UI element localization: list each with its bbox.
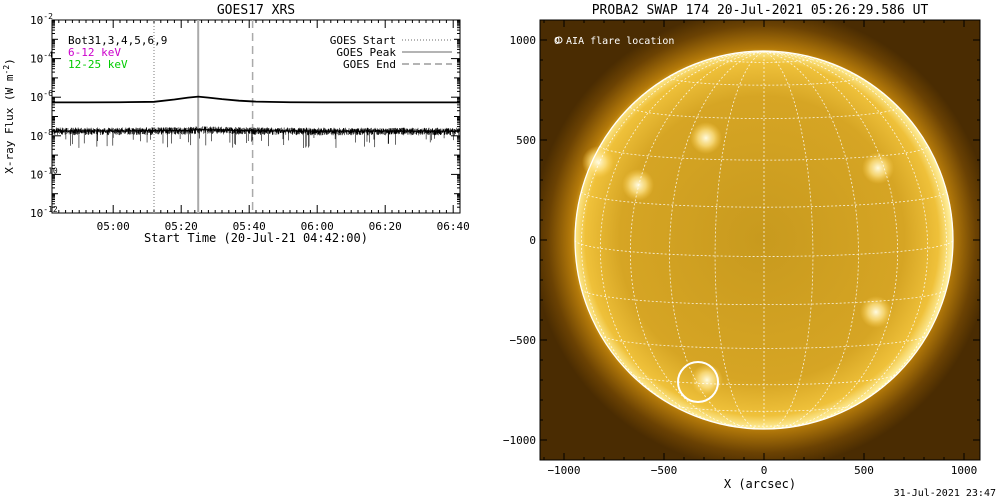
x-tick-label: 05:00	[97, 220, 130, 233]
goes-legend-entry: GOES Start	[330, 34, 396, 47]
y-tick-label: 500	[516, 134, 536, 147]
x-tick-label: 0	[761, 464, 768, 477]
image-title: PROBA2 SWAP 174 20-Jul-2021 05:26:29.586…	[592, 3, 929, 18]
flux-noise-band	[51, 126, 460, 148]
y-tick-label: 0	[529, 234, 536, 247]
y-tick-label: −1000	[503, 434, 536, 447]
grid-line	[714, 51, 765, 430]
grid-line	[581, 51, 765, 419]
goes-legend-entry: GOES Peak	[336, 46, 396, 59]
x-tick-label: 05:20	[165, 220, 198, 233]
flux-noise	[51, 126, 460, 148]
y-tick-base: 10	[30, 91, 43, 104]
grid-line	[670, 404, 858, 412]
grid-line	[763, 51, 859, 430]
y-tick-label: 10-10	[30, 166, 58, 181]
grid-line	[717, 422, 811, 427]
x-tick-label: 06:40	[437, 220, 470, 233]
x-tick-label: 500	[854, 464, 874, 477]
y-axis-label-sup: -2	[2, 65, 11, 75]
grid-line	[763, 51, 899, 429]
x-tick-label: 06:00	[301, 220, 334, 233]
grid-line	[599, 51, 765, 428]
flux-series	[52, 95, 460, 132]
y-tick-label: −500	[510, 334, 537, 347]
energy-legend-entry: Bot31,3,4,5,6,9	[68, 34, 167, 47]
y-tick-base: 10	[30, 130, 43, 143]
y-tick-label: 1000	[510, 34, 537, 47]
energy-legend-entry: 6-12 keV	[68, 46, 121, 59]
grid-line	[763, 51, 814, 430]
grid-line	[599, 145, 929, 161]
grid-line	[669, 76, 859, 86]
grid-line	[763, 51, 929, 428]
goes-markers	[153, 20, 254, 213]
axis-ticks	[51, 19, 461, 214]
flux-series-line	[52, 129, 460, 132]
x-tick-label: 06:20	[369, 220, 402, 233]
y-tick-base: 10	[30, 53, 43, 66]
image-x-axis-label: X (arcsec)	[724, 477, 796, 491]
y-tick-exponent: -8	[43, 128, 53, 137]
solar-limb	[574, 50, 954, 430]
chart-title: GOES17 XRS	[217, 3, 295, 18]
image-axis-ticks	[540, 20, 980, 460]
active-region	[622, 169, 654, 201]
y-tick-label: 10-12	[30, 205, 58, 220]
image-legend: O AIA flare location	[554, 36, 674, 47]
grid-line	[581, 289, 947, 306]
y-tick-exponent: -6	[43, 89, 53, 98]
footer-timestamp: 31-Jul-2021 23:47	[894, 488, 996, 499]
y-tick-exponent: -2	[43, 12, 53, 21]
x-tick-label: −1000	[547, 464, 580, 477]
active-region	[860, 296, 892, 328]
legend-circle-icon	[555, 36, 563, 44]
grid-line	[600, 334, 928, 349]
swap-image-panel: PROBA2 SWAP 174 20-Jul-2021 05:26:29.586…	[503, 3, 981, 491]
heliographic-grid	[574, 51, 954, 430]
grid-line	[669, 51, 765, 430]
x-tick-label: 05:40	[233, 220, 266, 233]
x-tick-label: 1000	[951, 464, 978, 477]
y-tick-exponent: -12	[43, 205, 58, 214]
y-tick-label: 10-2	[30, 12, 53, 27]
flux-series-line	[52, 95, 460, 104]
grid-line	[581, 191, 947, 208]
grid-line	[763, 51, 947, 419]
y-tick-base: 10	[30, 168, 43, 181]
active-region	[862, 152, 894, 184]
goes-legend-entry: GOES End	[343, 58, 396, 71]
grid-line	[630, 374, 898, 386]
y-tick-label: 10-6	[30, 89, 53, 104]
y-axis-label-main: X-ray Flux (W m	[3, 74, 16, 174]
y-tick-exponent: -10	[43, 166, 58, 175]
x-tick-labels: 05:00 05:20 05:40 06:00 06:20 06:40	[97, 220, 470, 233]
y-tick-base: 10	[30, 207, 43, 220]
flare-location-circle	[677, 361, 719, 403]
active-region	[582, 146, 614, 178]
y-tick-label: 10-4	[30, 51, 53, 66]
y-tick-label: 10-8	[30, 128, 53, 143]
grid-line	[714, 58, 814, 63]
active-region	[690, 122, 722, 154]
x-tick-label: −500	[651, 464, 678, 477]
grid-line	[629, 51, 765, 429]
y-axis-label: X-ray Flux (W m-2)	[2, 58, 16, 174]
energy-legend-entry: 12-25 keV	[68, 58, 128, 71]
y-tick-base: 10	[30, 14, 43, 27]
y-axis-label-close: )	[3, 58, 16, 65]
y-tick-exponent: -4	[43, 51, 53, 60]
x-axis-label: Start Time (20-Jul-21 04:42:00)	[144, 231, 368, 245]
image-tick-labels: −1000 −500 0 500 1000 1000 500 0 −500 −1000	[503, 34, 977, 477]
